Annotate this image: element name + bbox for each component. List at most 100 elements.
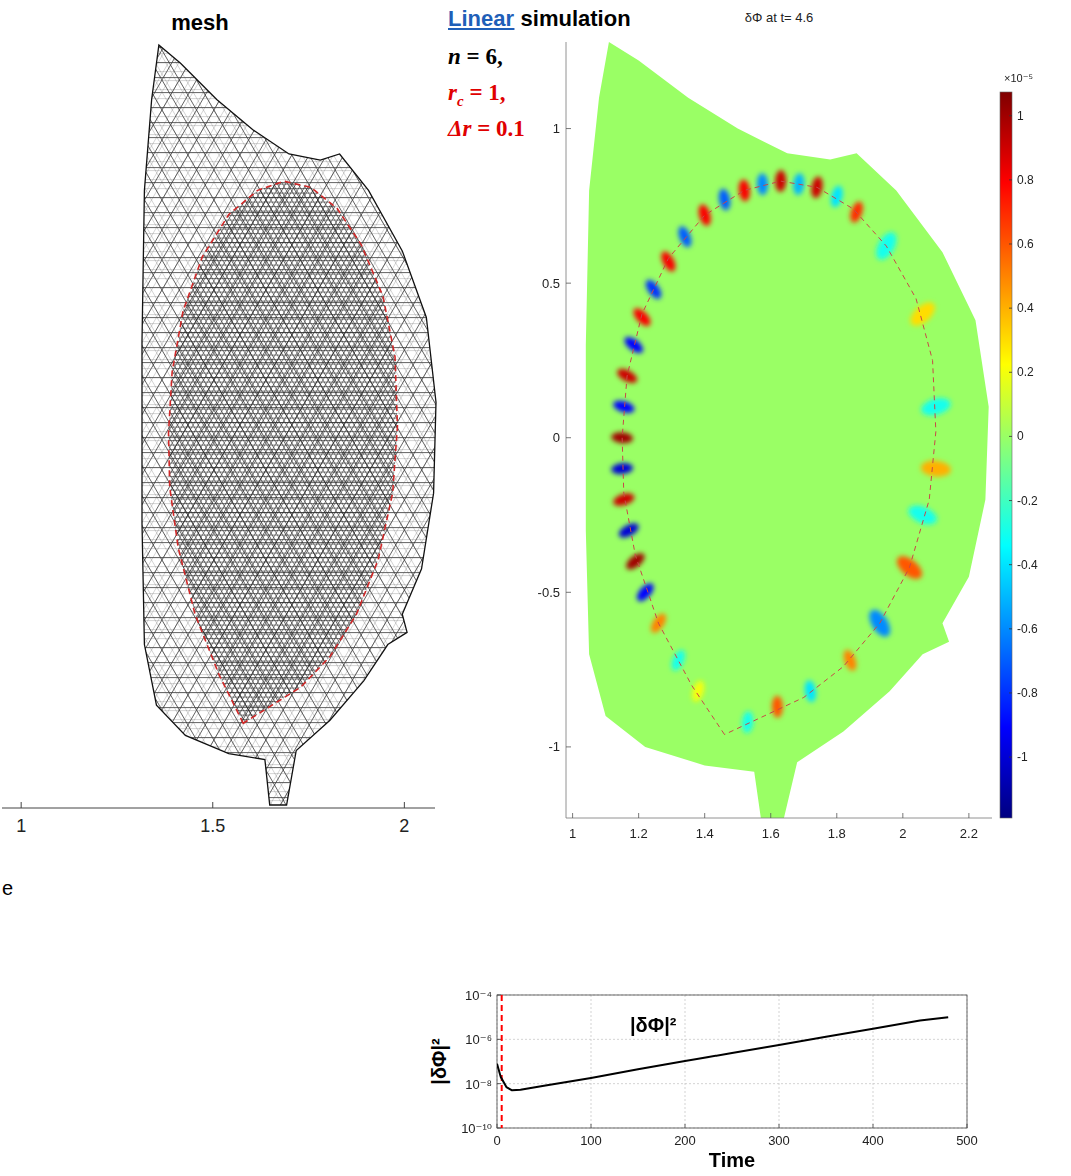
mesh-boundary bbox=[142, 45, 436, 805]
colorbar-tick-label: -0.8 bbox=[1017, 686, 1038, 700]
grid-line bbox=[497, 1039, 967, 1040]
axis-line bbox=[566, 42, 567, 818]
figure: emesh11.52Linear simulationn = 6,rc = 1,… bbox=[0, 0, 1071, 1176]
tick-label: 0 bbox=[553, 430, 560, 445]
colorbar-tick-label: 0.2 bbox=[1017, 365, 1034, 379]
colorbar-tick bbox=[1009, 372, 1012, 373]
grid-line bbox=[591, 995, 592, 1128]
plot-frame bbox=[497, 995, 967, 1128]
colorbar-tick bbox=[1009, 564, 1012, 565]
mode-blob bbox=[630, 305, 653, 328]
mode-blob bbox=[772, 696, 783, 718]
colorbar-tick bbox=[1009, 692, 1012, 693]
mode-blob bbox=[669, 648, 688, 673]
tick-label: 300 bbox=[768, 1133, 790, 1148]
tick bbox=[21, 802, 22, 808]
vertical-marker bbox=[501, 995, 503, 1128]
axis-line bbox=[566, 818, 992, 819]
mode-blob bbox=[775, 170, 787, 192]
plot-background bbox=[497, 995, 967, 1128]
mode-blob bbox=[658, 249, 678, 274]
mesh-surface bbox=[169, 181, 398, 723]
tick-label: 1.6 bbox=[762, 826, 780, 841]
tick bbox=[685, 1124, 686, 1128]
mode-blob bbox=[676, 225, 694, 250]
grid-line bbox=[497, 1083, 967, 1084]
tick bbox=[591, 1124, 592, 1128]
mode-blob bbox=[741, 711, 754, 734]
mode-blob bbox=[623, 550, 647, 572]
series-label: |δΦ|² bbox=[630, 1014, 677, 1036]
colorbar-tick-label: 0.8 bbox=[1017, 173, 1034, 187]
x-axis-title: Time bbox=[709, 1149, 755, 1171]
colorbar-label: ×10⁻⁵ bbox=[1004, 72, 1033, 84]
tick bbox=[968, 813, 969, 818]
mode-blob bbox=[919, 395, 952, 418]
tick-label: 10⁻⁸ bbox=[465, 1077, 492, 1092]
tick bbox=[902, 813, 903, 818]
parameter-text: = 6, bbox=[461, 44, 503, 69]
parameter: rc = 1, bbox=[448, 80, 505, 109]
blob-group bbox=[611, 170, 953, 734]
tick bbox=[572, 813, 573, 818]
annotation-text: simulation bbox=[514, 6, 630, 31]
field-group bbox=[586, 42, 989, 818]
tick-label: 2 bbox=[899, 826, 906, 841]
tick-label: 200 bbox=[674, 1133, 696, 1148]
mode-blob bbox=[829, 185, 845, 209]
tick-label: -0.5 bbox=[538, 585, 560, 600]
tick bbox=[638, 813, 639, 818]
colorbar-tick-label: 0 bbox=[1017, 429, 1024, 443]
annotation-highlight: Linear bbox=[448, 6, 514, 31]
parameter-symbol: Δr bbox=[447, 116, 472, 141]
parameter-text: = 1, bbox=[464, 80, 506, 105]
mode-blob bbox=[906, 502, 940, 528]
tick-label: 500 bbox=[956, 1133, 978, 1148]
colorbar-tick-label: 1 bbox=[1017, 109, 1024, 123]
tick bbox=[566, 746, 571, 747]
tick bbox=[566, 128, 571, 129]
colorbar-tick bbox=[1009, 308, 1012, 309]
blob-blur-group bbox=[611, 170, 953, 734]
colorbar-tick-label: 0.6 bbox=[1017, 237, 1034, 251]
tick-label: 2.2 bbox=[960, 826, 978, 841]
tick bbox=[704, 813, 705, 818]
colorbar-tick-label: -0.4 bbox=[1017, 558, 1038, 572]
tick bbox=[873, 1124, 874, 1128]
parameter-text: = 0.1 bbox=[471, 116, 524, 141]
colorbar bbox=[1000, 92, 1012, 818]
tick-label: 10⁻⁴ bbox=[465, 988, 492, 1003]
y-axis-title: |δΦ|² bbox=[428, 1038, 450, 1085]
grid-line bbox=[873, 995, 874, 1128]
mode-blob bbox=[803, 680, 817, 703]
field-background bbox=[586, 42, 989, 818]
tick-label: 10⁻¹⁰ bbox=[461, 1121, 492, 1136]
colorbar-tick bbox=[1009, 628, 1012, 629]
colorbar-tick bbox=[1009, 500, 1012, 501]
tick-label: 1.5 bbox=[200, 816, 225, 836]
tick bbox=[404, 802, 405, 808]
fragment-text: e bbox=[2, 877, 13, 899]
colorbar-tick bbox=[1009, 436, 1012, 437]
tick-label: 0.5 bbox=[542, 276, 560, 291]
surface-line bbox=[622, 181, 936, 734]
tick bbox=[836, 813, 837, 818]
mode-blob bbox=[690, 679, 707, 703]
tick-label: 1.2 bbox=[630, 826, 648, 841]
colorbar-tick bbox=[1009, 179, 1012, 180]
mode-blob bbox=[611, 462, 634, 475]
mode-blob bbox=[616, 520, 641, 540]
parameter: n = 6, bbox=[448, 44, 503, 69]
colorbar-tick-label: -0.2 bbox=[1017, 494, 1038, 508]
underline bbox=[448, 28, 514, 30]
tick bbox=[497, 1039, 501, 1040]
colorbar-tick-label: 0.4 bbox=[1017, 301, 1034, 315]
parameter: Δr = 0.1 bbox=[447, 116, 525, 141]
axis-line bbox=[2, 808, 435, 809]
tick bbox=[566, 283, 571, 284]
tick bbox=[566, 437, 571, 438]
grid-line bbox=[779, 995, 780, 1128]
mode-blob bbox=[841, 648, 859, 672]
tick bbox=[566, 592, 571, 593]
tick-label: 1.8 bbox=[828, 826, 846, 841]
